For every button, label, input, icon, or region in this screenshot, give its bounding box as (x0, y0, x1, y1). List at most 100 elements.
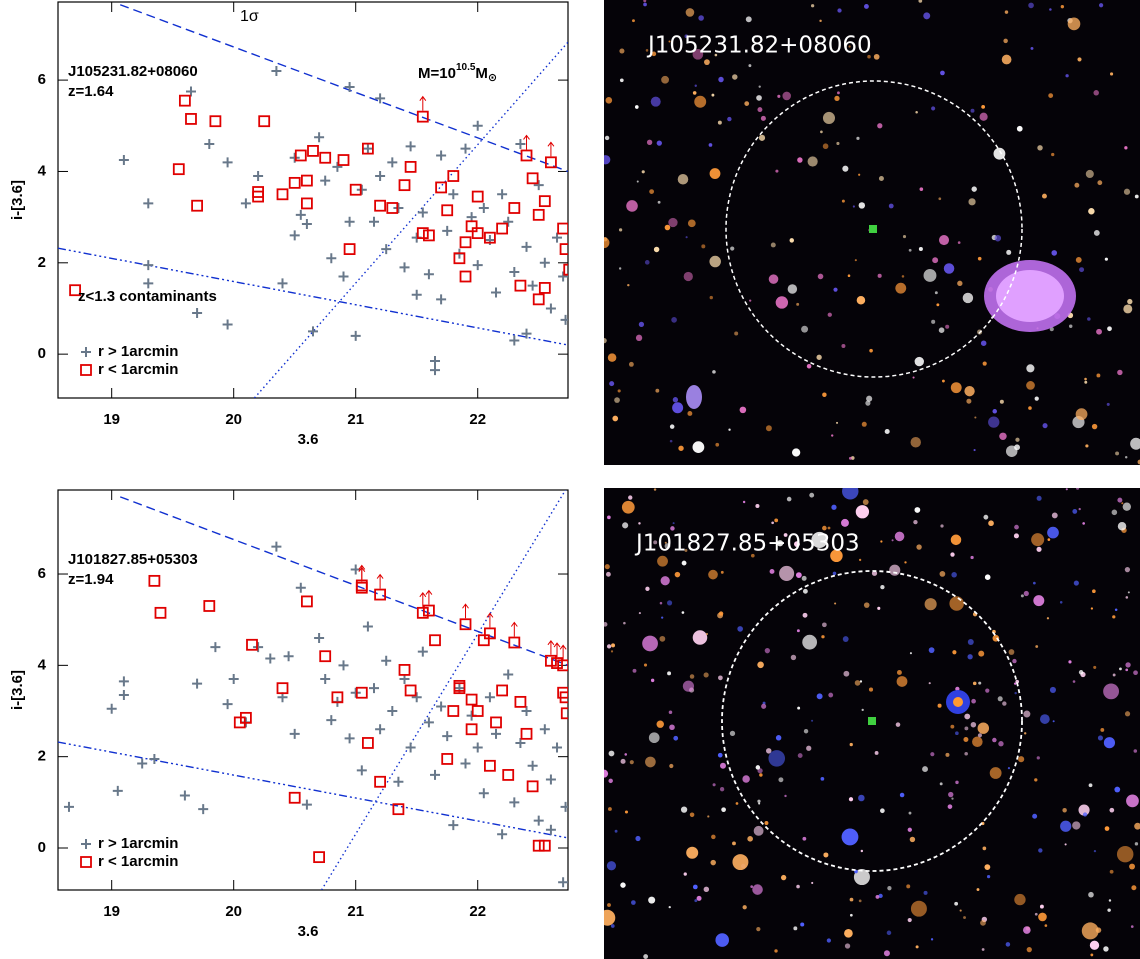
star (718, 675, 723, 681)
star (982, 361, 987, 366)
star (894, 531, 905, 542)
star (1072, 509, 1078, 514)
star (858, 558, 862, 562)
star (951, 797, 954, 800)
star (1124, 566, 1131, 573)
star (1096, 328, 1102, 335)
star (807, 156, 818, 167)
star (604, 622, 608, 627)
star (1134, 194, 1139, 199)
point (314, 132, 325, 143)
star (820, 776, 825, 781)
star (657, 555, 668, 567)
star (1012, 658, 1017, 664)
star (816, 354, 822, 360)
model-line (58, 741, 568, 839)
star (1134, 842, 1139, 846)
point (374, 588, 387, 601)
star (830, 549, 843, 563)
star (837, 8, 842, 13)
star (816, 693, 823, 700)
y-tick-label: 2 (38, 254, 46, 271)
star (896, 670, 902, 675)
star (1015, 437, 1020, 442)
point (320, 674, 331, 685)
star (660, 576, 670, 586)
star (1097, 180, 1103, 186)
star (983, 514, 989, 520)
star (711, 834, 716, 840)
point (472, 742, 483, 753)
star (880, 808, 885, 814)
point (253, 171, 264, 182)
star (715, 442, 720, 447)
star (703, 672, 709, 678)
star (1109, 869, 1114, 874)
star (841, 344, 846, 349)
y-tick-label: 4 (38, 162, 47, 179)
point (313, 851, 326, 864)
star (843, 670, 850, 677)
star (1088, 207, 1095, 215)
legend-symbol (81, 347, 91, 357)
y-tick-label: 4 (38, 656, 47, 673)
star (729, 730, 736, 737)
star (628, 495, 633, 500)
star (692, 441, 705, 453)
star (669, 763, 674, 769)
point (538, 839, 551, 852)
star (988, 416, 1000, 428)
star (732, 841, 736, 846)
point (532, 208, 545, 221)
star (863, 602, 870, 608)
star (978, 650, 985, 657)
point (393, 202, 404, 213)
x-tick-label: 20 (225, 411, 242, 428)
point (514, 279, 527, 292)
point (496, 222, 509, 235)
x-axis-label: 3.6 (298, 923, 319, 940)
star (847, 274, 851, 277)
star (786, 496, 792, 502)
point (453, 679, 466, 692)
star (645, 49, 649, 52)
point (472, 120, 483, 131)
star (684, 549, 688, 552)
point (526, 172, 539, 185)
star (708, 143, 713, 147)
star (858, 173, 861, 176)
star (750, 553, 755, 558)
star (1129, 863, 1136, 870)
star (609, 381, 615, 387)
star (1023, 590, 1029, 597)
star (670, 526, 675, 531)
star (668, 217, 678, 228)
point (560, 707, 568, 720)
star (1026, 364, 1035, 373)
star (834, 602, 837, 605)
legend-label: r > 1arcmin (98, 343, 178, 360)
star (714, 53, 718, 57)
star (953, 697, 963, 707)
star (1068, 324, 1073, 328)
point (301, 799, 312, 810)
star (1134, 822, 1140, 830)
star (624, 753, 628, 756)
star (849, 913, 853, 917)
star (796, 302, 800, 306)
point (430, 365, 441, 376)
point (179, 790, 190, 801)
star (1030, 46, 1034, 50)
point (545, 303, 556, 314)
star (619, 48, 625, 54)
star (703, 886, 710, 893)
star (757, 661, 764, 669)
star (972, 736, 983, 748)
mass-label-part: M=10 (418, 65, 456, 82)
star (950, 534, 962, 546)
point (557, 659, 568, 672)
star (877, 273, 882, 278)
point (484, 759, 496, 772)
star (988, 520, 994, 527)
star (742, 500, 746, 504)
